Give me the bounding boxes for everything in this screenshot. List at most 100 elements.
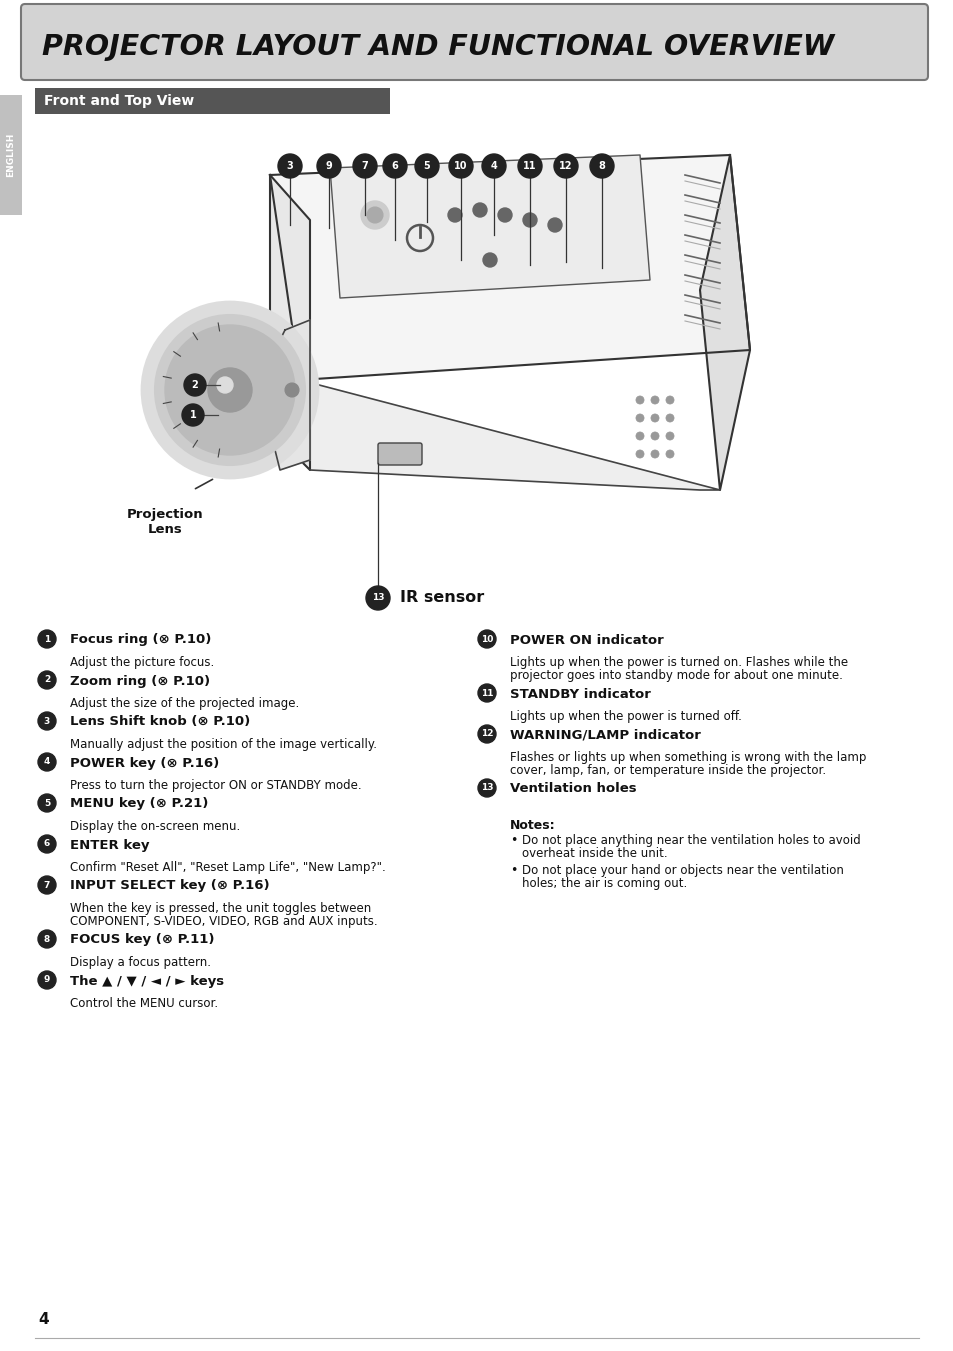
Circle shape [636,450,643,458]
Text: 6: 6 [392,161,398,172]
Text: 3: 3 [286,161,294,172]
Text: ENGLISH: ENGLISH [7,132,15,177]
Circle shape [449,154,473,178]
Text: 8: 8 [598,161,605,172]
Circle shape [38,712,56,730]
Text: Adjust the size of the projected image.: Adjust the size of the projected image. [70,697,299,711]
Text: POWER ON indicator: POWER ON indicator [510,634,663,647]
Text: •: • [510,865,517,877]
Text: Focus ring (⊗ P.10): Focus ring (⊗ P.10) [70,634,212,647]
Text: The ▲ / ▼ / ◄ / ► keys: The ▲ / ▼ / ◄ / ► keys [70,974,224,988]
Text: Manually adjust the position of the image vertically.: Manually adjust the position of the imag… [70,738,376,751]
Circle shape [650,450,659,458]
Circle shape [554,154,578,178]
Polygon shape [270,176,310,470]
Text: Display a focus pattern.: Display a focus pattern. [70,957,211,969]
Text: ENTER key: ENTER key [70,839,150,851]
Circle shape [477,725,496,743]
Circle shape [183,343,276,436]
Circle shape [38,630,56,648]
Text: Do not place your hand or objects near the ventilation: Do not place your hand or objects near t… [521,865,843,877]
Text: 1: 1 [44,635,51,643]
Circle shape [497,208,512,222]
Circle shape [477,780,496,797]
Text: 5: 5 [44,798,51,808]
Text: Lights up when the power is turned on. Flashes while the: Lights up when the power is turned on. F… [510,657,847,669]
Text: Confirm "Reset All", "Reset Lamp Life", "New Lamp?".: Confirm "Reset All", "Reset Lamp Life", … [70,861,385,874]
Text: POWER key (⊗ P.16): POWER key (⊗ P.16) [70,757,219,770]
Text: Notes:: Notes: [510,819,555,832]
Circle shape [481,154,505,178]
Circle shape [415,154,438,178]
Text: 10: 10 [454,161,467,172]
Text: Do not place anything near the ventilation holes to avoid: Do not place anything near the ventilati… [521,834,860,847]
Text: STANDBY indicator: STANDBY indicator [510,688,650,701]
Text: WARNING/LAMP indicator: WARNING/LAMP indicator [510,728,700,742]
Circle shape [477,684,496,703]
Circle shape [173,334,286,446]
Text: Zoom ring (⊗ P.10): Zoom ring (⊗ P.10) [70,674,210,688]
Circle shape [208,367,252,412]
Bar [0,95,22,215]
Circle shape [636,413,643,422]
Text: 4: 4 [38,1313,49,1328]
Circle shape [665,396,673,404]
Circle shape [200,359,260,420]
Circle shape [517,154,541,178]
Circle shape [285,382,298,397]
Circle shape [477,630,496,648]
Circle shape [38,929,56,948]
Text: IR sensor: IR sensor [399,590,484,605]
Circle shape [650,432,659,440]
Circle shape [353,154,376,178]
Circle shape [316,154,340,178]
Circle shape [366,586,390,611]
Circle shape [142,303,317,478]
Circle shape [182,404,204,426]
Circle shape [38,875,56,894]
Text: •: • [510,834,517,847]
FancyBboxPatch shape [21,4,927,80]
Text: 11: 11 [480,689,493,697]
Circle shape [38,794,56,812]
Text: Adjust the picture focus.: Adjust the picture focus. [70,657,214,669]
Text: cover, lamp, fan, or temperature inside the projector.: cover, lamp, fan, or temperature inside … [510,765,825,777]
Text: 13: 13 [480,784,493,793]
Circle shape [38,835,56,852]
Circle shape [360,201,389,230]
Text: Front and Top View: Front and Top View [44,95,194,108]
Text: 8: 8 [44,935,51,943]
Text: COMPONENT, S-VIDEO, VIDEO, RGB and AUX inputs.: COMPONENT, S-VIDEO, VIDEO, RGB and AUX i… [70,915,377,928]
Circle shape [192,353,268,428]
Text: 5: 5 [423,161,430,172]
Text: 7: 7 [361,161,368,172]
Circle shape [165,326,294,455]
Text: Press to turn the projector ON or STANDBY mode.: Press to turn the projector ON or STANDB… [70,780,361,792]
Text: 1: 1 [190,409,196,420]
Polygon shape [270,155,749,380]
Text: 11: 11 [522,161,537,172]
Circle shape [382,154,407,178]
Circle shape [589,154,614,178]
Text: 12: 12 [480,730,493,739]
Circle shape [448,208,461,222]
Circle shape [665,450,673,458]
Circle shape [216,377,233,393]
Text: 2: 2 [192,380,198,390]
Bar [35,88,390,113]
Text: Display the on-screen menu.: Display the on-screen menu. [70,820,240,834]
Circle shape [636,432,643,440]
Text: Control the MENU cursor.: Control the MENU cursor. [70,997,218,1011]
FancyBboxPatch shape [377,443,421,465]
Text: PROJECTOR LAYOUT AND FUNCTIONAL OVERVIEW: PROJECTOR LAYOUT AND FUNCTIONAL OVERVIEW [42,32,833,61]
Polygon shape [270,320,310,470]
Circle shape [650,396,659,404]
Text: When the key is pressed, the unit toggles between: When the key is pressed, the unit toggle… [70,902,371,915]
Text: 4: 4 [490,161,497,172]
Text: 3: 3 [44,716,51,725]
Text: holes; the air is coming out.: holes; the air is coming out. [521,877,686,890]
Circle shape [636,396,643,404]
Text: 6: 6 [44,839,51,848]
Circle shape [482,253,497,267]
Text: MENU key (⊗ P.21): MENU key (⊗ P.21) [70,797,208,811]
